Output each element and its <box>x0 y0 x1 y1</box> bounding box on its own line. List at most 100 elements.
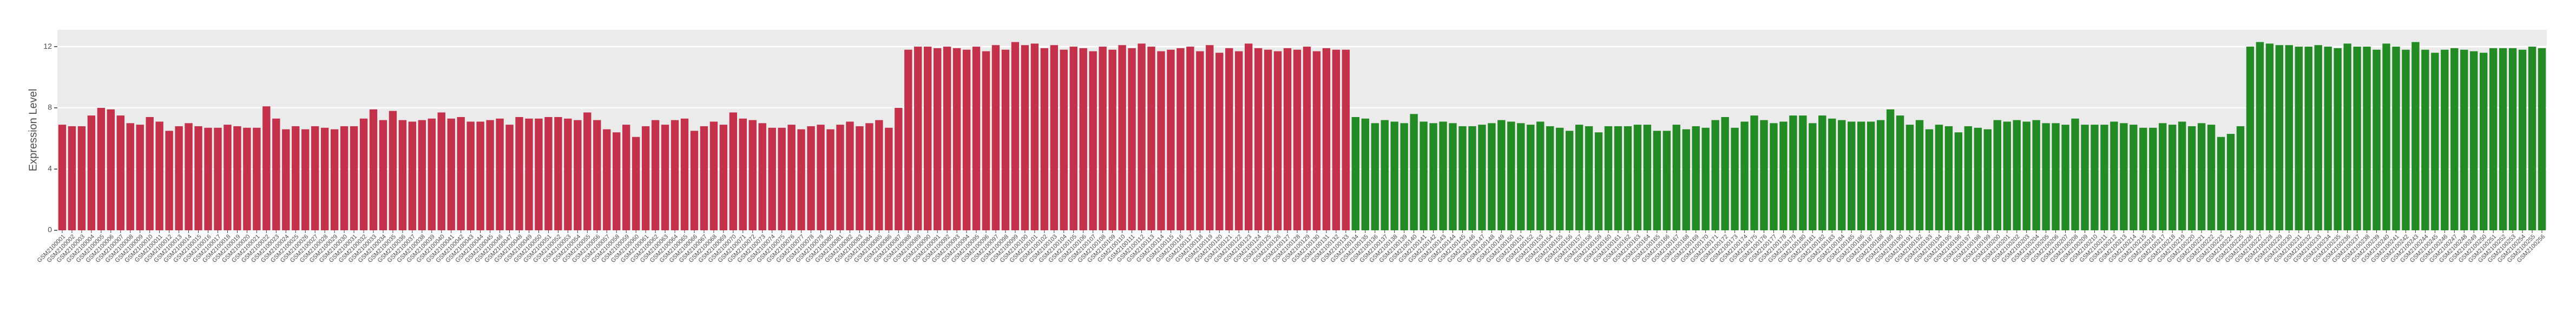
bar <box>2120 123 2128 230</box>
bar <box>1818 115 1826 230</box>
bar <box>398 120 407 230</box>
bar <box>359 118 368 230</box>
bar <box>1517 123 1525 230</box>
bar <box>1332 49 1340 230</box>
bar <box>700 126 708 230</box>
bar <box>2149 127 2157 230</box>
bar <box>1040 48 1049 230</box>
bar <box>2052 123 2060 230</box>
bar <box>2441 49 2449 230</box>
bar <box>292 126 300 230</box>
bar <box>1857 121 1865 230</box>
bar <box>1565 131 1574 230</box>
bar <box>1662 131 1671 230</box>
bar <box>87 115 96 230</box>
bar <box>2499 48 2507 230</box>
bar <box>991 45 1000 231</box>
bar <box>1779 121 1788 230</box>
bar <box>1478 125 1486 230</box>
bar <box>1721 117 1729 230</box>
bar <box>1215 53 1224 231</box>
bar <box>2489 48 2498 230</box>
bar <box>224 125 232 230</box>
bar <box>1449 123 1457 230</box>
bar <box>1497 120 1506 230</box>
bar <box>2518 49 2527 230</box>
bar <box>2187 126 2196 230</box>
bar <box>2207 125 2216 230</box>
bar <box>1273 51 1282 230</box>
bar <box>1488 123 1496 230</box>
bar <box>1672 125 1680 230</box>
bar <box>272 118 280 230</box>
bar <box>2159 123 2167 230</box>
bar <box>1546 126 1554 230</box>
bar <box>340 126 349 230</box>
bar <box>476 121 484 230</box>
bar <box>1381 120 1389 230</box>
bar <box>797 129 805 230</box>
bar <box>2402 49 2410 230</box>
bar <box>77 126 86 230</box>
bar <box>564 118 572 230</box>
bar <box>1740 121 1749 230</box>
bar <box>301 129 310 230</box>
bar <box>1118 45 1126 231</box>
bar <box>2363 47 2371 231</box>
bar <box>2110 121 2118 230</box>
bar <box>1303 47 1311 231</box>
bar <box>1527 125 1535 230</box>
bar <box>1157 51 1165 230</box>
bar <box>554 117 562 230</box>
bar <box>194 126 202 230</box>
bar <box>1001 49 1010 230</box>
bar <box>1701 127 1710 230</box>
bar <box>535 118 543 230</box>
bar <box>97 108 106 230</box>
bar <box>2256 42 2264 230</box>
bar <box>1828 118 1836 230</box>
bar <box>1974 127 1982 230</box>
bar <box>1789 115 1797 230</box>
bar <box>1069 47 1077 231</box>
bar <box>2295 47 2303 231</box>
bar <box>126 123 134 230</box>
bar <box>1235 51 1243 230</box>
bar <box>2091 125 2099 230</box>
bar <box>204 127 212 230</box>
bar <box>2197 123 2206 230</box>
bar <box>1848 121 1856 230</box>
bar <box>2130 125 2138 230</box>
bar <box>320 127 329 230</box>
bar <box>2431 53 2439 231</box>
bar <box>165 131 173 230</box>
bar <box>952 48 961 230</box>
bar <box>2236 126 2245 230</box>
bar <box>1624 126 1632 230</box>
y-tick-label: 4 <box>48 164 52 173</box>
bar <box>2421 49 2429 230</box>
bar <box>1643 125 1652 230</box>
bar <box>574 120 582 230</box>
bar <box>807 126 815 230</box>
bar <box>350 126 358 230</box>
bar <box>1770 123 1778 230</box>
bar <box>330 129 339 230</box>
bar <box>1867 121 1875 230</box>
bar <box>962 49 971 230</box>
bar <box>2275 45 2284 231</box>
bar <box>175 126 183 230</box>
bar <box>1108 49 1116 230</box>
bar <box>982 51 990 230</box>
bar <box>2265 43 2274 230</box>
bar <box>729 112 738 230</box>
bar <box>262 106 271 230</box>
bar <box>107 109 115 230</box>
bar <box>661 125 669 230</box>
bar <box>1838 120 1846 230</box>
bar <box>1167 49 1175 230</box>
bar <box>58 125 67 230</box>
bar <box>2226 134 2235 230</box>
bar <box>1050 45 1058 231</box>
bar <box>1244 43 1253 230</box>
